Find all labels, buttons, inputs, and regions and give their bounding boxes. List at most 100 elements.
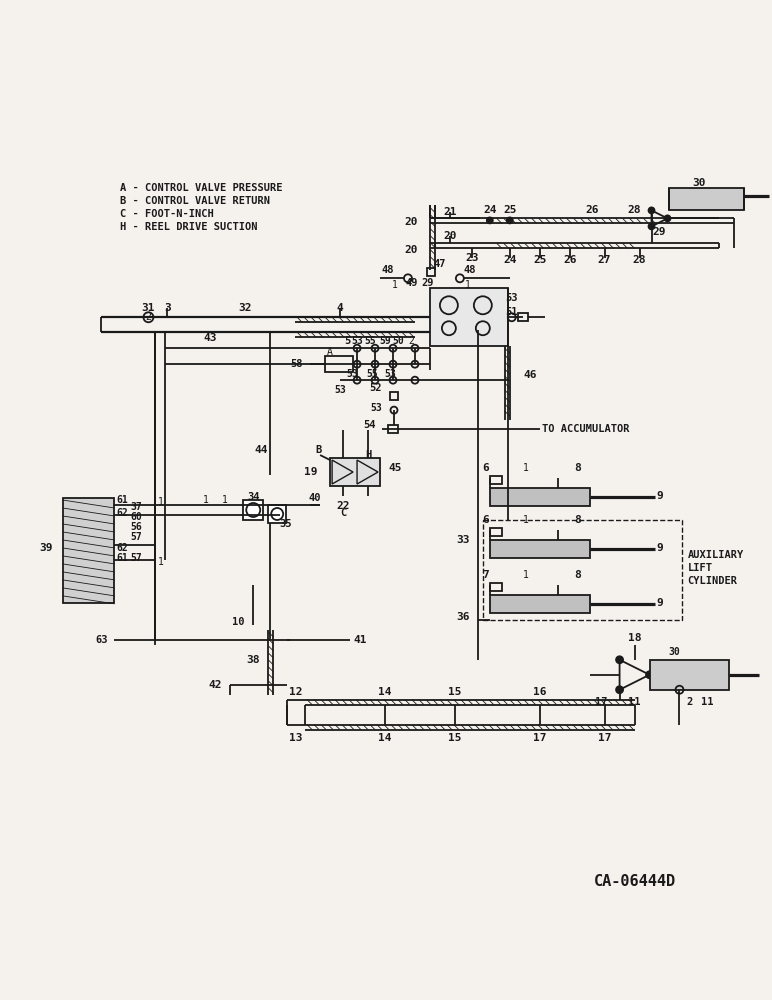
Text: 16: 16 xyxy=(533,687,547,697)
Circle shape xyxy=(506,217,513,223)
Text: 45: 45 xyxy=(388,463,401,473)
Bar xyxy=(430,288,508,346)
Text: 30: 30 xyxy=(692,178,706,188)
Bar xyxy=(489,528,502,536)
Text: 14: 14 xyxy=(378,733,391,743)
Text: 20: 20 xyxy=(405,245,418,255)
Text: 55: 55 xyxy=(366,369,378,379)
Text: 61: 61 xyxy=(117,553,128,563)
Text: 26: 26 xyxy=(585,205,598,215)
Text: 2: 2 xyxy=(686,697,692,707)
Text: B: B xyxy=(315,445,321,455)
Text: 8: 8 xyxy=(574,570,581,580)
Bar xyxy=(268,505,286,523)
Text: 34: 34 xyxy=(247,492,259,502)
Bar xyxy=(489,476,502,484)
Text: 1: 1 xyxy=(523,463,529,473)
Text: 5: 5 xyxy=(344,336,350,346)
Text: 28: 28 xyxy=(633,255,646,265)
Text: C - FOOT-N-INCH: C - FOOT-N-INCH xyxy=(120,209,214,219)
Text: 39: 39 xyxy=(39,543,52,553)
Text: 43: 43 xyxy=(204,333,217,343)
Text: 58: 58 xyxy=(290,359,303,369)
Text: TO ACCUMULATOR: TO ACCUMULATOR xyxy=(542,424,629,434)
Text: 60: 60 xyxy=(130,512,142,522)
Text: 21: 21 xyxy=(443,207,456,217)
Text: 1: 1 xyxy=(202,495,208,505)
Text: CYLINDER: CYLINDER xyxy=(687,576,737,586)
Text: 48: 48 xyxy=(381,265,394,275)
Circle shape xyxy=(648,223,655,229)
Text: 24: 24 xyxy=(503,255,516,265)
Text: 50: 50 xyxy=(392,336,404,346)
Text: 17: 17 xyxy=(533,733,547,743)
Text: LIFT: LIFT xyxy=(687,563,713,573)
Text: C: C xyxy=(340,508,346,518)
Text: B - CONTROL VALVE RETURN: B - CONTROL VALVE RETURN xyxy=(120,196,270,206)
Text: 37: 37 xyxy=(130,502,142,512)
Bar xyxy=(388,425,398,433)
Text: 1: 1 xyxy=(222,495,229,505)
Text: 47: 47 xyxy=(434,259,446,269)
Bar xyxy=(489,488,590,506)
Text: 1: 1 xyxy=(157,497,164,507)
Text: 6: 6 xyxy=(482,515,489,525)
Text: 53: 53 xyxy=(346,369,358,379)
Text: 62: 62 xyxy=(117,508,128,518)
Text: CA-06444D: CA-06444D xyxy=(594,874,676,889)
Text: 19: 19 xyxy=(303,467,317,477)
Text: 44: 44 xyxy=(255,445,268,455)
Text: 20: 20 xyxy=(443,231,456,241)
Text: 29: 29 xyxy=(653,227,666,237)
Text: 62: 62 xyxy=(117,543,128,553)
Text: 52: 52 xyxy=(370,383,382,393)
Text: AUXILIARY: AUXILIARY xyxy=(687,550,743,560)
Text: 53: 53 xyxy=(351,336,363,346)
Text: 53: 53 xyxy=(371,403,382,413)
Bar xyxy=(427,268,435,276)
Text: A: A xyxy=(327,347,333,357)
Text: 15: 15 xyxy=(448,733,462,743)
Text: 36: 36 xyxy=(456,612,470,622)
Text: 2: 2 xyxy=(408,336,414,346)
Circle shape xyxy=(648,207,655,213)
Text: 8: 8 xyxy=(574,515,581,525)
Text: H - REEL DRIVE SUCTION: H - REEL DRIVE SUCTION xyxy=(120,222,258,232)
Text: 24: 24 xyxy=(483,205,496,215)
Text: 40: 40 xyxy=(309,493,321,503)
Text: 41: 41 xyxy=(354,635,367,645)
Text: 49: 49 xyxy=(406,278,418,288)
Text: 23: 23 xyxy=(465,253,479,263)
Bar xyxy=(649,660,730,690)
Text: 53: 53 xyxy=(334,385,346,395)
Circle shape xyxy=(616,686,623,693)
Bar xyxy=(330,458,380,486)
Text: 17: 17 xyxy=(598,733,611,743)
Text: 55: 55 xyxy=(364,336,376,346)
Text: 8: 8 xyxy=(574,463,581,473)
Bar xyxy=(489,583,502,591)
Text: 12: 12 xyxy=(290,687,303,697)
Text: 3: 3 xyxy=(164,303,171,313)
Text: 9: 9 xyxy=(656,491,663,501)
Text: 33: 33 xyxy=(456,535,470,545)
Text: 22: 22 xyxy=(337,501,350,511)
Bar xyxy=(243,500,263,520)
Text: 1: 1 xyxy=(465,280,471,290)
Bar xyxy=(63,498,114,603)
Text: 46: 46 xyxy=(523,370,537,380)
Text: 35: 35 xyxy=(279,519,292,529)
Circle shape xyxy=(665,215,671,221)
Text: 29: 29 xyxy=(422,278,434,288)
Text: 59: 59 xyxy=(379,336,391,346)
Text: 27: 27 xyxy=(598,255,611,265)
Text: 6: 6 xyxy=(482,463,489,473)
Circle shape xyxy=(646,671,653,678)
Text: 20: 20 xyxy=(405,217,418,227)
Bar xyxy=(518,313,528,321)
Bar xyxy=(489,595,590,613)
Text: 9: 9 xyxy=(656,598,663,608)
Text: 14: 14 xyxy=(378,687,391,697)
Text: 1: 1 xyxy=(392,280,398,290)
Text: 11: 11 xyxy=(701,697,713,707)
